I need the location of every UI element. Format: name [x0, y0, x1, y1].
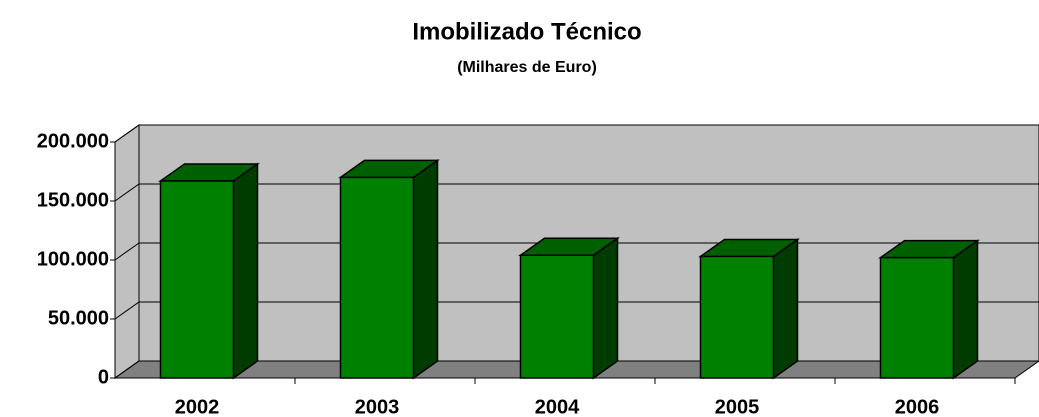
bar-front	[159, 180, 235, 379]
bar	[158, 162, 260, 380]
bar	[338, 158, 440, 380]
bar-front	[519, 254, 595, 379]
x-tick-label: 2005	[715, 396, 760, 417]
y-tick-label: 0	[98, 366, 109, 388]
bar-front	[699, 255, 775, 379]
x-tick-label: 2006	[895, 396, 940, 417]
x-tick-label: 2002	[175, 396, 220, 417]
bar	[518, 236, 620, 380]
grid-line	[114, 124, 1039, 143]
x-tick-label: 2004	[535, 396, 580, 417]
bar	[878, 239, 980, 380]
y-tick-label: 50.000	[48, 307, 109, 329]
bar-side	[592, 236, 619, 380]
bar-side	[232, 162, 259, 380]
y-tick-label: 100.000	[37, 248, 109, 270]
bar-front	[339, 176, 415, 379]
bar-side	[772, 238, 799, 380]
y-tick-label: 200.000	[37, 130, 109, 152]
bar-front	[879, 256, 955, 379]
bar	[698, 238, 800, 380]
x-tick-label: 2003	[355, 396, 400, 417]
bar-side	[952, 239, 979, 380]
y-tick-label: 150.000	[37, 189, 109, 211]
grid-line	[114, 183, 1039, 202]
bar-side	[412, 158, 439, 380]
chart-title: Imobilizado Técnico	[412, 18, 641, 45]
chart-subtitle: (Milhares de Euro)	[457, 59, 597, 76]
